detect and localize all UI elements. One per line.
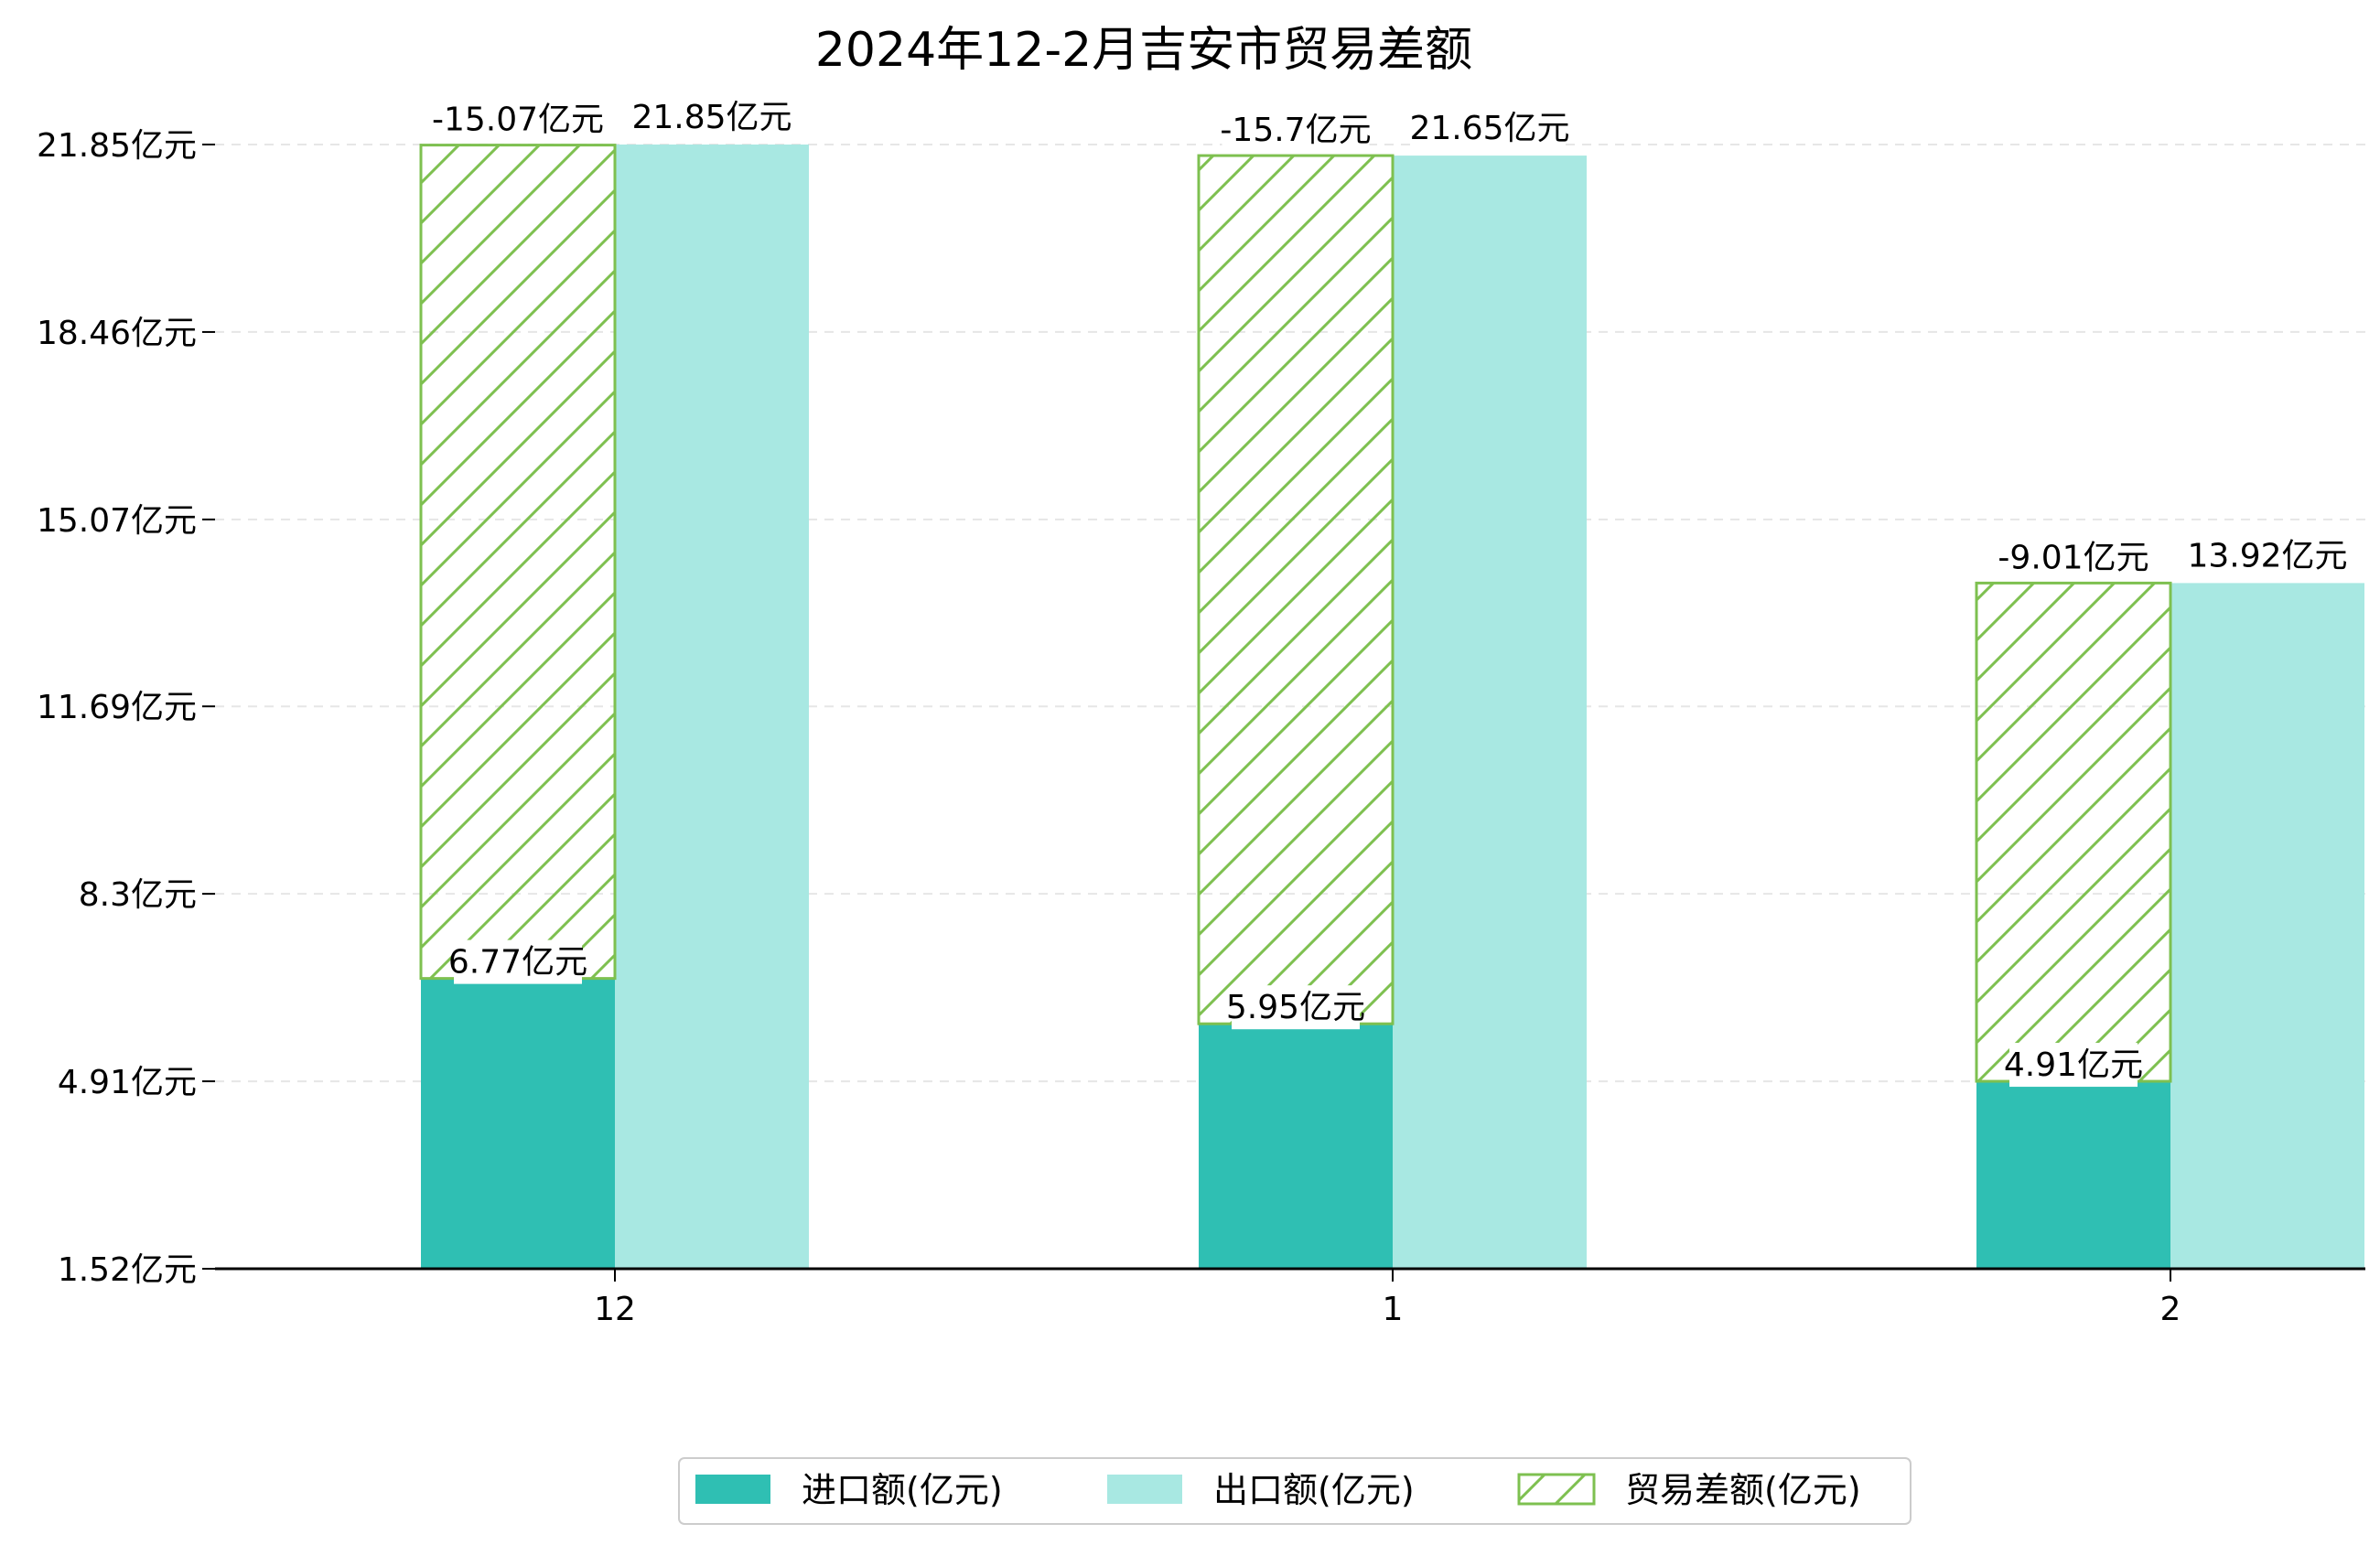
- trade-balance-bar: [419, 144, 617, 981]
- export-bar: [1393, 156, 1587, 1270]
- export-value-label: 13.92亿元: [2187, 537, 2347, 574]
- import-value-label: 6.77亿元: [448, 944, 587, 982]
- legend-import-swatch: [695, 1475, 770, 1504]
- export-value-label-bg: [638, 95, 786, 139]
- y-axis: 1.52亿元 4.91亿元 8.3亿元 11.69亿元 15.07亿元 18.46亿元 21…: [37, 127, 215, 1289]
- export-value-label: 21.65亿元: [1409, 110, 1569, 147]
- export-value-label: 21.85亿元: [631, 99, 792, 136]
- y-tick-label: 8.3亿元: [79, 876, 197, 914]
- legend-balance-label: 贸易差额(亿元): [1625, 1470, 1861, 1510]
- balance-value-label: -9.01亿元: [1998, 539, 2148, 576]
- balance-value-label: -15.07亿元: [432, 102, 604, 139]
- y-tick-label: 1.52亿元: [58, 1251, 197, 1289]
- x-tick-label: 1: [1383, 1291, 1404, 1328]
- x-tick-label: 12: [594, 1291, 636, 1328]
- import-value-label-bg: [454, 939, 582, 984]
- legend-balance-swatch: [1517, 1473, 1596, 1506]
- export-value-label-bg: [2193, 533, 2342, 578]
- balance-value-label: -15.7亿元: [1220, 112, 1371, 149]
- import-bar: [1976, 1081, 2170, 1269]
- import-value-label: 5.95亿元: [1226, 989, 1365, 1026]
- export-value-label-bg: [1416, 106, 1564, 151]
- y-tick-label: 4.91亿元: [58, 1064, 197, 1101]
- import-value-label: 4.91亿元: [2004, 1046, 2143, 1084]
- import-bar: [1199, 1024, 1393, 1269]
- trade-balance-bar: [1975, 581, 2172, 1083]
- trade-balance-bar: [1197, 154, 1395, 1025]
- chart-title: 2024年12-2月吉安市贸易差额: [815, 23, 1472, 78]
- legend-export-swatch: [1107, 1475, 1182, 1504]
- import-value-label-bg: [1232, 985, 1360, 1030]
- y-tick-label: 15.07亿元: [37, 502, 197, 540]
- import-bar: [421, 978, 615, 1269]
- y-tick-label: 21.85亿元: [37, 127, 197, 165]
- x-axis: 12 1 2: [215, 1267, 2365, 1328]
- balance-value-label-bg: [1222, 108, 1370, 153]
- legend-export-label: 出口额(亿元): [1213, 1470, 1415, 1510]
- legend-box: [678, 1457, 1912, 1525]
- export-bar: [615, 145, 809, 1269]
- balance-value-label-bg: [435, 97, 601, 142]
- bars: [419, 144, 2364, 1270]
- legend: 进口额(亿元) 出口额(亿元) 贸易差额(亿元): [678, 1457, 1912, 1525]
- y-tick-label: 11.69亿元: [37, 689, 197, 726]
- import-value-label-bg: [2009, 1043, 2138, 1088]
- export-bar: [2170, 583, 2364, 1269]
- x-tick-label: 2: [2160, 1291, 2181, 1328]
- y-tick-label: 18.46亿元: [37, 315, 197, 352]
- legend-import-label: 进口额(亿元): [802, 1470, 1003, 1510]
- data-labels: 6.77亿元 21.85亿元 -15.07亿元 5.95亿元 21.65亿元 -15.7亿…: [432, 95, 2348, 1088]
- balance-value-label-bg: [1999, 535, 2148, 580]
